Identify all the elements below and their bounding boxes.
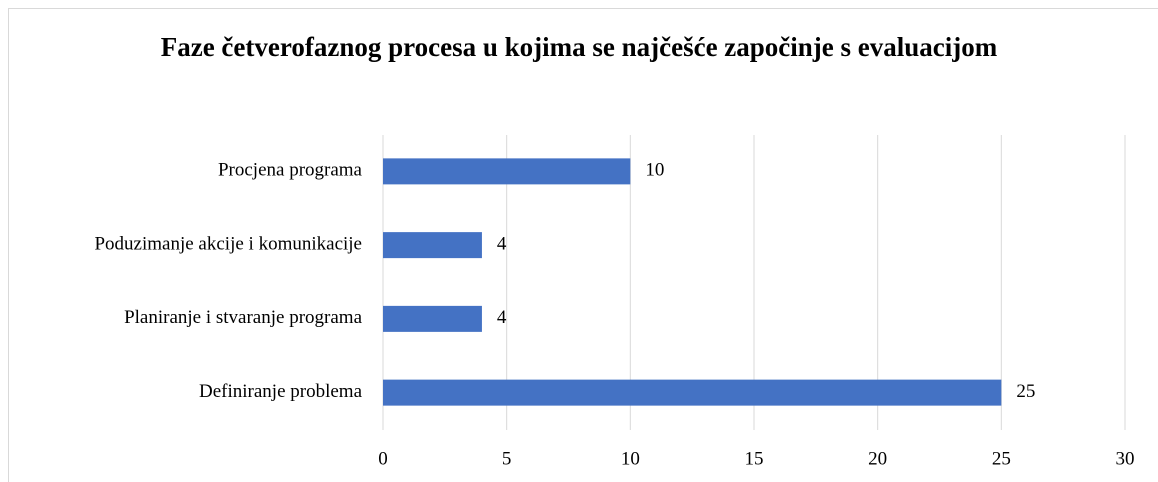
x-tick-label: 15 <box>745 448 764 469</box>
y-tick-label: Planiranje i stvaranje programa <box>124 307 363 328</box>
y-tick-label: Poduzimanje akcije i komunikacije <box>94 233 362 254</box>
data-label: 4 <box>497 307 507 328</box>
x-tick-label: 25 <box>992 448 1011 469</box>
bar <box>383 158 631 185</box>
chart-border <box>8 8 1158 482</box>
bar <box>383 379 1002 406</box>
x-tick-label: 20 <box>868 448 887 469</box>
chart-title: Faze četverofaznog procesa u kojima se n… <box>160 32 998 62</box>
x-tick-label: 0 <box>378 448 388 469</box>
x-tick-label: 10 <box>621 448 640 469</box>
x-tick-label: 30 <box>1116 448 1135 469</box>
x-tick-label: 5 <box>502 448 512 469</box>
data-label: 10 <box>645 160 664 181</box>
y-tick-label: Definiranje problema <box>199 381 363 402</box>
bar <box>383 305 482 332</box>
data-label: 25 <box>1016 381 1035 402</box>
bar <box>383 232 482 259</box>
data-label: 4 <box>497 233 507 254</box>
y-tick-label: Procjena programa <box>218 160 363 181</box>
